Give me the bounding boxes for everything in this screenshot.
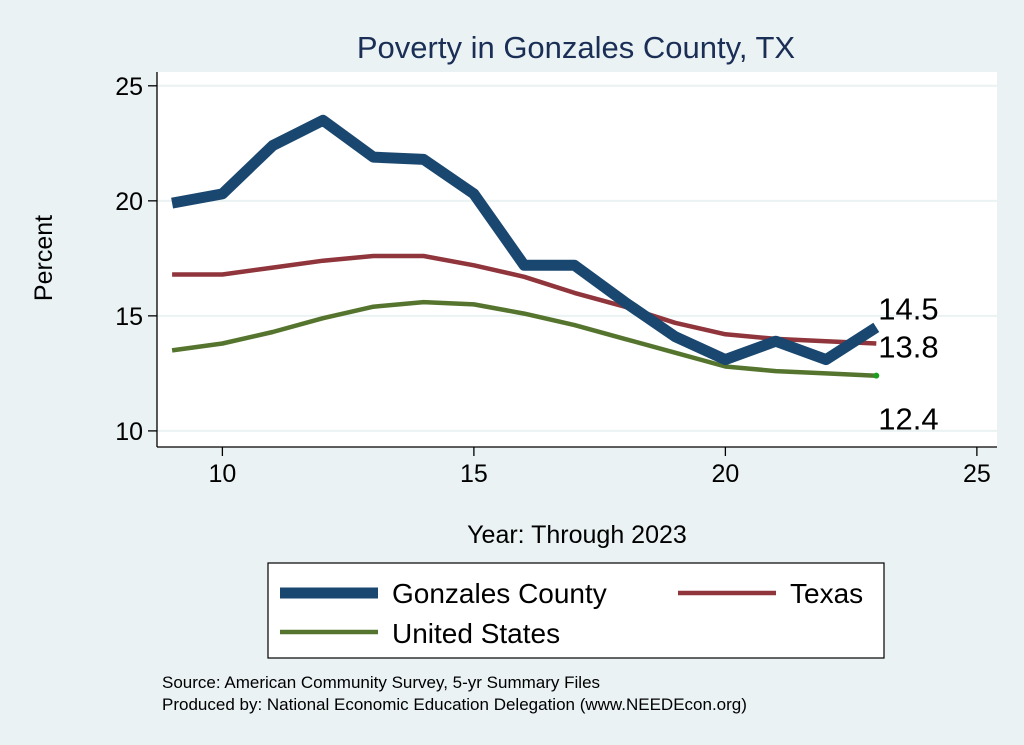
point-gonzales-county-11	[271, 144, 274, 147]
point-gonzales-county-19	[674, 335, 677, 338]
point-gonzales-county-17	[573, 264, 576, 267]
point-texas-19	[674, 321, 677, 324]
point-texas-11	[271, 266, 274, 269]
legend-label-united-states: United States	[392, 618, 560, 649]
point-united-states-11	[271, 331, 274, 334]
x-axis-title: Year: Through 2023	[467, 521, 687, 549]
point-united-states-16	[523, 312, 526, 315]
y-tick-label-25: 25	[115, 73, 143, 101]
series-line-texas	[172, 253, 877, 346]
x-tick-label-10: 10	[208, 460, 236, 488]
point-texas-10	[221, 273, 224, 276]
axes: 10 15 20 25 10 15 20 25	[115, 72, 997, 488]
y-tick-label-10: 10	[115, 418, 143, 446]
point-united-states-19	[674, 351, 677, 354]
point-gonzales-county-22	[825, 358, 828, 361]
point-united-states-9	[171, 349, 174, 352]
point-gonzales-county-9	[171, 202, 174, 205]
point-gonzales-county-16	[523, 264, 526, 267]
point-gonzales-county-21	[774, 340, 777, 343]
point-texas-13	[372, 255, 375, 258]
point-united-states-22	[825, 372, 828, 375]
gridlines	[157, 84, 997, 432]
point-texas-12	[322, 259, 325, 262]
end-label-texas: 13.8	[878, 329, 938, 364]
point-united-states-12	[322, 317, 325, 320]
x-tick-label-15: 15	[460, 460, 488, 488]
legend-label-gonzales-county: Gonzales County	[392, 578, 607, 609]
legend: Gonzales County Texas United States	[267, 562, 885, 659]
chart-title: Poverty in Gonzales County, TX	[357, 30, 796, 65]
point-gonzales-county-18	[623, 301, 626, 304]
point-united-states-14	[422, 301, 425, 304]
point-gonzales-county-14	[422, 158, 425, 161]
legend-box	[267, 562, 885, 659]
end-label-gonzales-county: 14.5	[878, 291, 938, 326]
point-texas-17	[573, 291, 576, 294]
legend-label-texas: Texas	[790, 578, 863, 609]
y-tick-label-20: 20	[115, 188, 143, 216]
point-united-states-18	[623, 337, 626, 340]
point-texas-14	[422, 255, 425, 258]
point-united-states-21	[774, 370, 777, 373]
point-texas-16	[523, 275, 526, 278]
end-labels: 14.513.8 12.4	[878, 291, 938, 436]
point-gonzales-county-20	[724, 358, 727, 361]
series-end-marker-united-states	[873, 372, 880, 379]
plot-area	[157, 72, 997, 447]
point-united-states-10	[221, 342, 224, 345]
point-texas-22	[825, 340, 828, 343]
point-united-states-17	[573, 324, 576, 327]
series-line-gonzales-county	[171, 114, 880, 366]
end-label-united-states: 12.4	[878, 402, 938, 437]
point-gonzales-county-10	[221, 192, 224, 195]
point-gonzales-county-13	[372, 156, 375, 159]
y-axis-title: Percent	[30, 215, 58, 301]
y-tick-label-15: 15	[115, 303, 143, 331]
point-texas-15	[472, 264, 475, 267]
point-texas-9	[171, 273, 174, 276]
point-texas-20	[724, 333, 727, 336]
point-united-states-13	[372, 305, 375, 308]
point-united-states-15	[472, 303, 475, 306]
x-tick-label-20: 20	[711, 460, 739, 488]
point-united-states-20	[724, 365, 727, 368]
series-line-united-states	[171, 299, 877, 378]
point-gonzales-county-15	[472, 192, 475, 195]
series-layer	[171, 114, 880, 379]
x-tick-label-25: 25	[963, 460, 991, 488]
produced-by-note: Produced by: National Economic Education…	[162, 695, 747, 714]
source-note: Source: American Community Survey, 5-yr …	[162, 673, 600, 692]
point-gonzales-county-12	[322, 119, 325, 122]
